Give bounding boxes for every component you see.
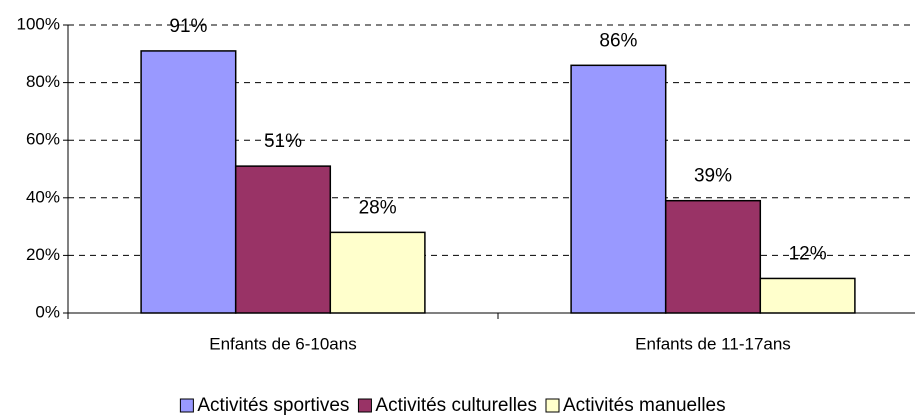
legend-swatch: [179, 398, 194, 413]
y-tick-label: 60%: [26, 130, 60, 149]
data-label: 91%: [169, 16, 207, 37]
y-tick-label: 100%: [17, 14, 60, 33]
y-tick-label: 40%: [26, 187, 60, 206]
legend-label: Activités sportives: [197, 395, 349, 416]
legend-label: Activités manuelles: [563, 395, 726, 416]
data-label: 28%: [359, 197, 397, 218]
legend-swatch: [357, 398, 372, 413]
legend-swatch: [545, 398, 560, 413]
data-label: 39%: [694, 166, 732, 187]
y-tick-label: 0%: [35, 302, 60, 321]
bar: [140, 50, 237, 314]
bar: [234, 165, 332, 314]
y-tick-label: 80%: [26, 72, 60, 91]
y-tick-label: 20%: [26, 245, 60, 264]
bar: [329, 231, 426, 314]
x-tick-label: Enfants de 11-17ans: [635, 334, 791, 353]
bar: [570, 64, 667, 314]
bar: [664, 199, 762, 314]
legend-label: Activités culturelles: [375, 395, 537, 416]
bar: [759, 277, 856, 314]
x-tick-label: Enfants de 6-10ans: [209, 334, 356, 353]
data-label: 86%: [599, 30, 637, 51]
data-label: 12%: [789, 243, 827, 264]
data-label: 51%: [264, 131, 302, 152]
